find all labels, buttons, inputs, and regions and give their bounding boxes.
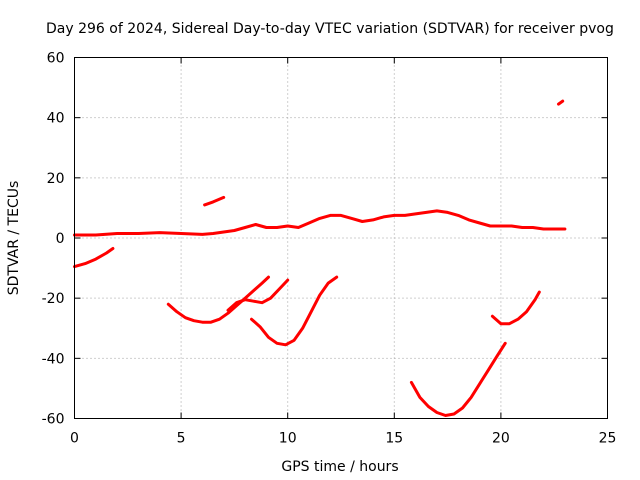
x-tick-label: 10 [279, 431, 297, 447]
data-series [73, 99, 567, 417]
grid [74, 57, 608, 419]
x-tick-label: 5 [177, 431, 186, 447]
x-axis-label: GPS time / hours [281, 459, 398, 475]
y-axis-label: SDTVAR / TECUs [6, 181, 22, 296]
series-trough-8h [226, 278, 290, 312]
series-trough-6h [166, 275, 270, 324]
x-tick-label: 15 [385, 431, 403, 447]
series-late-trough [490, 290, 541, 326]
y-tick-label: -40 [42, 351, 65, 367]
y-tick-label: -20 [42, 291, 65, 307]
x-tick-label: 20 [492, 431, 510, 447]
y-tick-label: 40 [47, 111, 65, 127]
x-tick-label: 0 [70, 431, 79, 447]
y-tick-label: 60 [47, 51, 65, 67]
series-short-arc-7h [203, 195, 226, 207]
y-tick-label: 20 [47, 171, 65, 187]
series-early-negative [73, 247, 115, 269]
series-top-right-fragment [557, 99, 565, 106]
series-deep-trough [409, 341, 507, 417]
series-main-arc [73, 209, 567, 237]
series-trough-10h [250, 275, 339, 347]
chart-title: Day 296 of 2024, Sidereal Day-to-day VTE… [46, 21, 614, 37]
axis-ticks: 0 5 10 15 20 25 -60 -40 -20 0 20 40 60 [42, 51, 617, 447]
y-tick-label: 0 [56, 231, 65, 247]
y-tick-label: -60 [42, 412, 65, 428]
plot-frame [74, 57, 608, 419]
x-tick-label: 25 [599, 431, 617, 447]
